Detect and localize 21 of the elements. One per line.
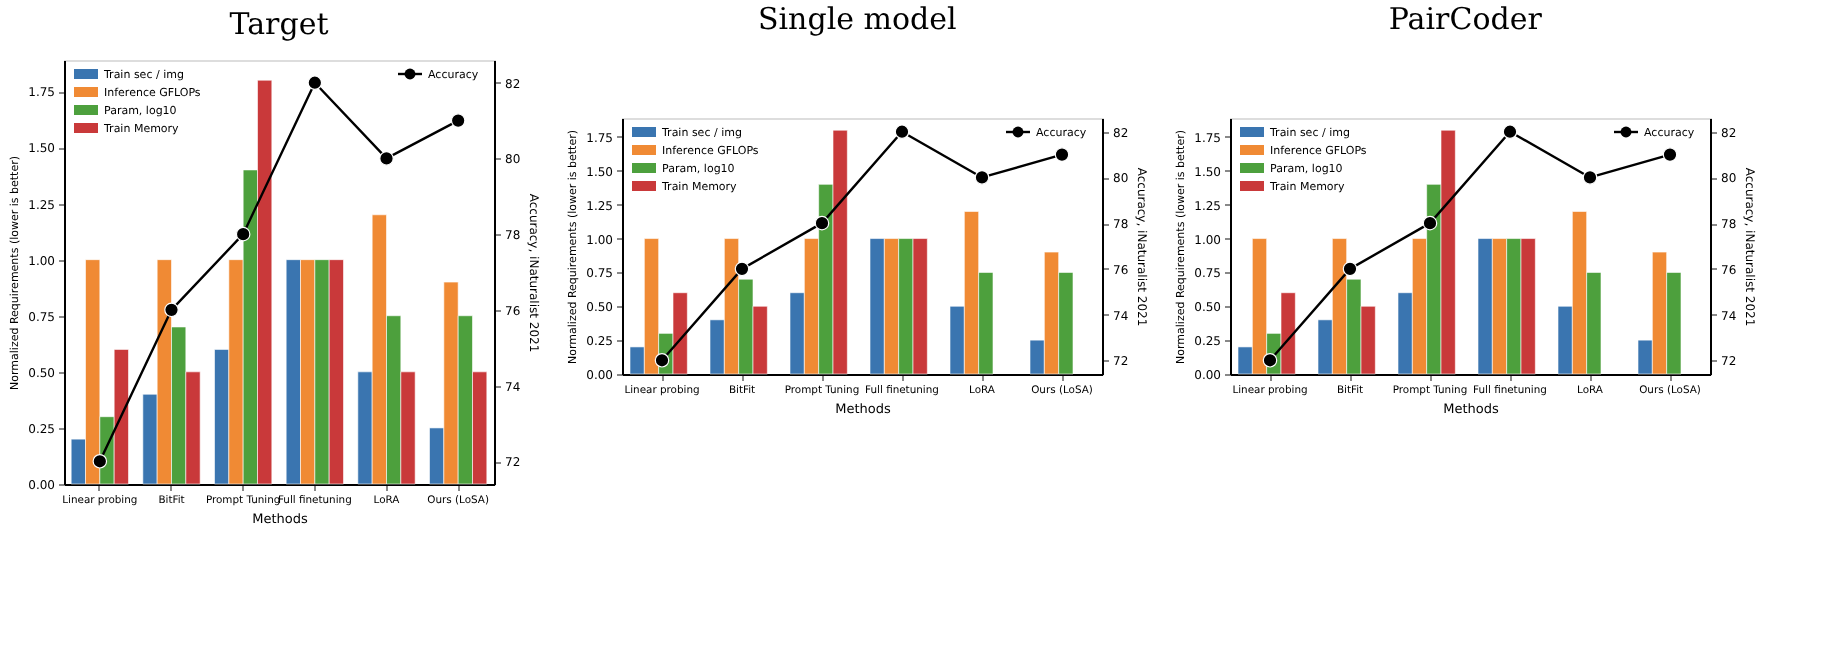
point [814,215,830,231]
point [235,226,251,242]
point [379,151,394,166]
point [1262,352,1278,368]
point [1422,215,1438,231]
point [1342,261,1358,277]
point [974,170,990,185]
chart-title: Single model [757,0,957,37]
point [1502,124,1518,140]
point [1662,147,1678,162]
point [654,352,670,368]
point [894,124,910,140]
point [734,261,750,277]
point [1582,170,1598,185]
point [92,453,108,469]
point [307,75,323,91]
chart-title: PairCoder [1388,0,1544,37]
point [450,113,466,128]
chart-title: Target [229,6,329,42]
point [164,302,179,318]
point [1054,147,1070,162]
